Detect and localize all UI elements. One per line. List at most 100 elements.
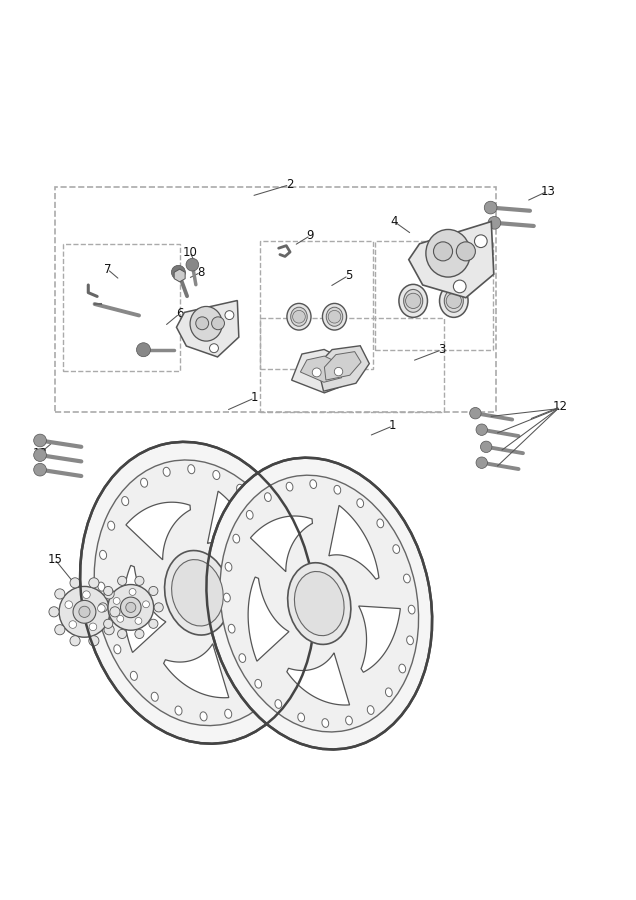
- Ellipse shape: [247, 698, 254, 707]
- Ellipse shape: [426, 230, 470, 277]
- Polygon shape: [163, 644, 229, 698]
- Circle shape: [97, 605, 105, 612]
- Circle shape: [69, 621, 76, 628]
- Ellipse shape: [406, 636, 413, 644]
- Ellipse shape: [258, 505, 265, 514]
- Circle shape: [154, 603, 163, 612]
- Text: 5: 5: [345, 269, 352, 282]
- Circle shape: [118, 576, 127, 585]
- Circle shape: [70, 635, 80, 646]
- Polygon shape: [176, 301, 239, 357]
- Text: 9: 9: [307, 229, 314, 242]
- Circle shape: [446, 293, 462, 309]
- Ellipse shape: [225, 562, 232, 572]
- Circle shape: [34, 449, 46, 462]
- Circle shape: [335, 367, 343, 376]
- Polygon shape: [324, 352, 361, 380]
- Bar: [259, 318, 444, 412]
- Circle shape: [120, 597, 141, 617]
- Text: 10: 10: [183, 246, 197, 258]
- Ellipse shape: [399, 284, 427, 318]
- Ellipse shape: [175, 706, 182, 716]
- Ellipse shape: [239, 653, 245, 662]
- Polygon shape: [238, 595, 282, 664]
- Ellipse shape: [100, 550, 107, 560]
- Ellipse shape: [172, 560, 223, 626]
- Circle shape: [149, 619, 158, 628]
- Ellipse shape: [255, 680, 261, 688]
- Ellipse shape: [228, 625, 235, 633]
- Ellipse shape: [98, 582, 105, 591]
- Polygon shape: [409, 221, 494, 298]
- Circle shape: [49, 607, 59, 616]
- Ellipse shape: [286, 482, 293, 491]
- Ellipse shape: [310, 480, 317, 489]
- Ellipse shape: [298, 713, 305, 722]
- Ellipse shape: [294, 572, 344, 635]
- Circle shape: [34, 434, 46, 446]
- Circle shape: [488, 217, 501, 230]
- Circle shape: [79, 607, 90, 617]
- Ellipse shape: [288, 626, 295, 635]
- Ellipse shape: [357, 499, 364, 508]
- Ellipse shape: [377, 519, 384, 527]
- Ellipse shape: [94, 460, 301, 725]
- Bar: [259, 240, 373, 369]
- Circle shape: [457, 242, 475, 261]
- Circle shape: [474, 235, 487, 248]
- Circle shape: [312, 368, 321, 377]
- Ellipse shape: [404, 290, 423, 312]
- Circle shape: [293, 310, 305, 323]
- Circle shape: [209, 344, 218, 353]
- Text: 4: 4: [391, 215, 398, 228]
- Circle shape: [108, 584, 154, 630]
- Ellipse shape: [266, 680, 273, 689]
- Circle shape: [34, 464, 46, 476]
- Polygon shape: [292, 349, 350, 393]
- Circle shape: [406, 293, 421, 309]
- Circle shape: [186, 258, 198, 271]
- Ellipse shape: [220, 475, 418, 732]
- Ellipse shape: [246, 510, 253, 519]
- Circle shape: [99, 603, 107, 612]
- Circle shape: [118, 629, 127, 638]
- Text: 14: 14: [117, 553, 132, 566]
- Ellipse shape: [445, 290, 463, 312]
- Ellipse shape: [223, 593, 230, 602]
- Circle shape: [126, 602, 136, 612]
- Ellipse shape: [163, 467, 170, 476]
- Text: 6: 6: [176, 307, 183, 320]
- Text: 13: 13: [32, 446, 48, 460]
- Ellipse shape: [107, 521, 114, 530]
- Text: 7: 7: [104, 263, 111, 275]
- Circle shape: [70, 578, 80, 588]
- Ellipse shape: [237, 484, 244, 493]
- Polygon shape: [126, 502, 190, 560]
- Circle shape: [89, 578, 99, 588]
- Circle shape: [104, 589, 114, 599]
- Circle shape: [65, 601, 73, 608]
- Text: 1: 1: [389, 419, 397, 432]
- Text: 8: 8: [197, 266, 204, 279]
- Ellipse shape: [280, 655, 287, 664]
- Circle shape: [59, 587, 110, 637]
- Ellipse shape: [80, 442, 315, 743]
- Circle shape: [328, 310, 341, 323]
- Polygon shape: [329, 506, 379, 580]
- Ellipse shape: [290, 594, 297, 604]
- Polygon shape: [359, 606, 400, 672]
- Ellipse shape: [233, 535, 240, 543]
- Ellipse shape: [200, 712, 207, 721]
- Ellipse shape: [399, 664, 406, 673]
- Bar: [375, 240, 492, 350]
- Ellipse shape: [114, 644, 121, 653]
- Text: 2: 2: [286, 178, 293, 191]
- Text: 1: 1: [251, 392, 258, 404]
- Circle shape: [104, 587, 113, 596]
- Ellipse shape: [151, 692, 158, 701]
- Text: 15: 15: [47, 553, 62, 566]
- Ellipse shape: [291, 307, 307, 327]
- Circle shape: [83, 591, 90, 599]
- Circle shape: [476, 424, 487, 436]
- Ellipse shape: [403, 574, 410, 583]
